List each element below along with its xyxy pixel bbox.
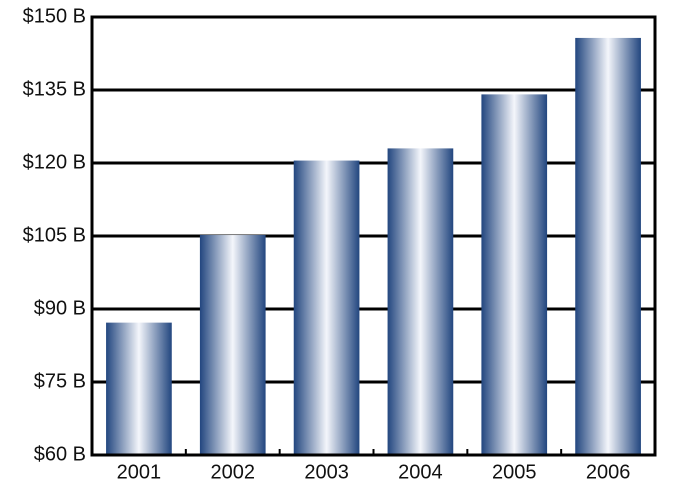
y-tick-label: $75 B	[34, 370, 86, 392]
y-tick-label: $150 B	[23, 5, 86, 27]
y-tick-label: $105 B	[23, 224, 86, 246]
y-tick-label: $135 B	[23, 78, 86, 100]
y-tick-label: $60 B	[34, 443, 86, 465]
x-tick-label: 2006	[586, 461, 631, 483]
bar	[293, 160, 360, 456]
bar	[387, 148, 454, 455]
bar	[481, 94, 548, 455]
x-tick-label: 2002	[211, 461, 256, 483]
bars	[106, 37, 641, 456]
x-tick-label: 2005	[492, 461, 537, 483]
bar	[199, 235, 266, 455]
x-tick-label: 2001	[117, 461, 162, 483]
bar	[106, 322, 172, 455]
y-tick-label: $90 B	[34, 297, 86, 319]
grid	[92, 15, 655, 457]
bar	[575, 37, 641, 455]
x-tick-label: 2003	[304, 461, 349, 483]
y-tick-label: $120 B	[23, 151, 86, 173]
x-tick-label: 2004	[398, 461, 443, 483]
